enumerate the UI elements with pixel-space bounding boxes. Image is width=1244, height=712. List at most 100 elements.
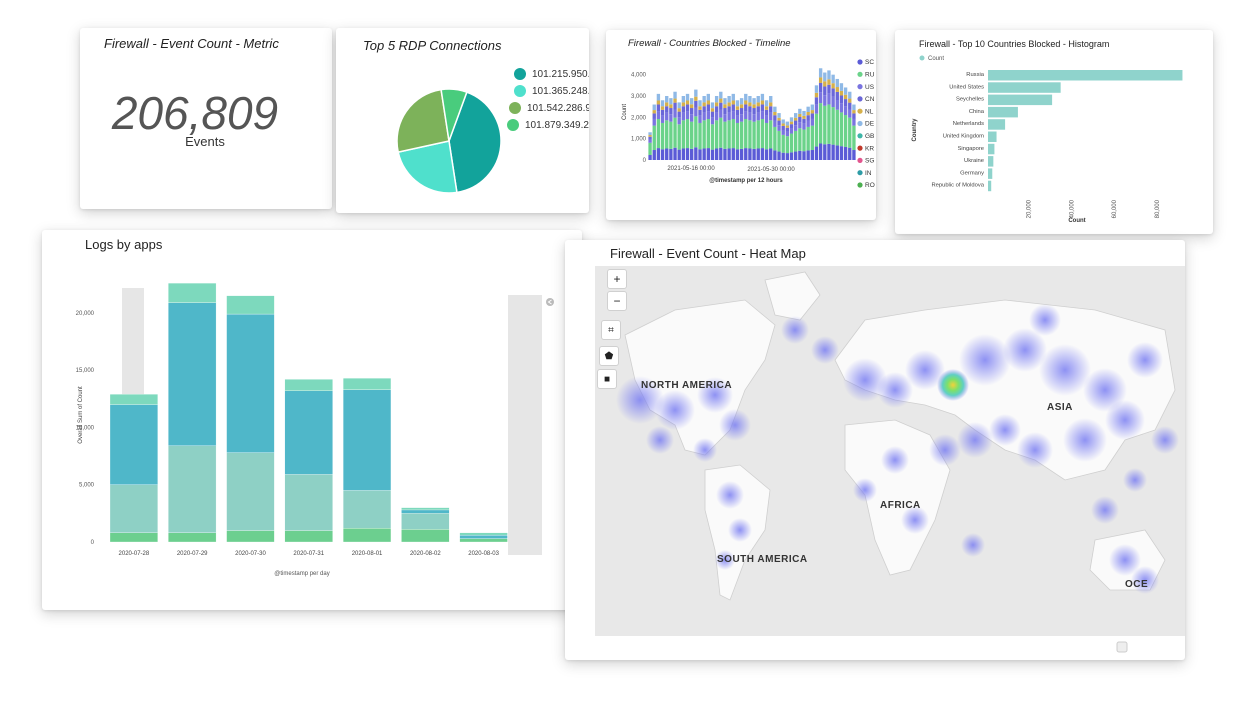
timeline-bar-segment[interactable] bbox=[648, 139, 652, 143]
pie-slice[interactable] bbox=[397, 140, 458, 194]
timeline-bar-segment[interactable] bbox=[798, 108, 802, 114]
timeline-bar-segment[interactable] bbox=[852, 110, 856, 114]
timeline-bar-segment[interactable] bbox=[656, 111, 661, 119]
timeline-bar-segment[interactable] bbox=[785, 127, 790, 132]
timeline-bar-segment[interactable] bbox=[835, 78, 839, 88]
timeline-bar-segment[interactable] bbox=[685, 100, 690, 105]
timeline-bar-segment[interactable] bbox=[660, 100, 665, 107]
timeline-bar-segment[interactable] bbox=[681, 112, 686, 121]
timeline-bar-segment[interactable] bbox=[764, 106, 769, 110]
logs-bar-segment[interactable] bbox=[284, 530, 333, 543]
logs-bar-segment[interactable] bbox=[284, 474, 333, 531]
histogram-bar[interactable] bbox=[988, 70, 1183, 81]
logs-bar-segment[interactable] bbox=[459, 532, 508, 536]
logs-bar-segment[interactable] bbox=[401, 529, 450, 543]
timeline-bar-segment[interactable] bbox=[823, 144, 827, 160]
logs-bar-segment[interactable] bbox=[226, 530, 275, 543]
logs-bar-segment[interactable] bbox=[226, 452, 275, 531]
rdp-legend-item[interactable]: 101.879.349.21 bbox=[507, 119, 589, 131]
timeline-bar-segment[interactable] bbox=[852, 113, 856, 119]
timeline-bar-segment[interactable] bbox=[843, 146, 848, 160]
timeline-bar-segment[interactable] bbox=[648, 135, 652, 137]
timeline-legend-label[interactable]: DE bbox=[865, 121, 875, 128]
timeline-bar-segment[interactable] bbox=[652, 118, 656, 126]
timeline-bar-segment[interactable] bbox=[748, 96, 752, 103]
logs-bar-segment[interactable] bbox=[342, 528, 392, 543]
timeline-bar-segment[interactable] bbox=[681, 96, 686, 103]
timeline-bar-segment[interactable] bbox=[706, 100, 710, 105]
timeline-bar-segment[interactable] bbox=[756, 96, 760, 103]
timeline-bar-segment[interactable] bbox=[794, 151, 798, 160]
timeline-bar-segment[interactable] bbox=[831, 107, 835, 145]
rdp-legend-item[interactable]: 101.365.248.25 bbox=[514, 85, 589, 97]
timeline-bar-segment[interactable] bbox=[760, 93, 765, 101]
timeline-bar-segment[interactable] bbox=[648, 136, 652, 140]
timeline-bar-segment[interactable] bbox=[764, 149, 769, 160]
timeline-bar-segment[interactable] bbox=[710, 102, 715, 109]
histogram-bar[interactable] bbox=[988, 82, 1061, 93]
timeline-bar-segment[interactable] bbox=[656, 148, 661, 160]
timeline-bar-segment[interactable] bbox=[848, 91, 852, 99]
timeline-bar-segment[interactable] bbox=[806, 120, 810, 127]
timeline-bar-segment[interactable] bbox=[744, 93, 748, 101]
timeline-bar-segment[interactable] bbox=[690, 114, 694, 122]
timeline-bar-segment[interactable] bbox=[831, 74, 835, 84]
timeline-bar-segment[interactable] bbox=[731, 148, 735, 160]
timeline-bar-segment[interactable] bbox=[710, 149, 715, 160]
timeline-bar-segment[interactable] bbox=[781, 130, 785, 135]
timeline-bar-segment[interactable] bbox=[810, 104, 814, 111]
timeline-legend-label[interactable]: RU bbox=[865, 72, 875, 79]
timeline-bar-segment[interactable] bbox=[665, 148, 669, 160]
logs-bar-segment[interactable] bbox=[109, 532, 158, 543]
timeline-bar-segment[interactable] bbox=[731, 111, 735, 119]
rdp-legend-item[interactable]: 101.542.286.96 bbox=[509, 102, 589, 114]
timeline-bar-segment[interactable] bbox=[848, 147, 852, 160]
logs-bar-segment[interactable] bbox=[459, 538, 508, 543]
timeline-bar-segment[interactable] bbox=[735, 106, 740, 110]
timeline-bar-segment[interactable] bbox=[723, 121, 727, 149]
timeline-bar-segment[interactable] bbox=[690, 104, 694, 109]
timeline-bar-segment[interactable] bbox=[839, 83, 844, 91]
timeline-bar-segment[interactable] bbox=[660, 109, 665, 116]
timeline-bar-segment[interactable] bbox=[652, 113, 656, 119]
timeline-bar-segment[interactable] bbox=[823, 86, 827, 96]
timeline-bar-segment[interactable] bbox=[739, 104, 744, 109]
timeline-bar-segment[interactable] bbox=[802, 129, 806, 152]
timeline-bar-segment[interactable] bbox=[769, 112, 773, 121]
timeline-bar-segment[interactable] bbox=[756, 148, 760, 160]
logs-bar-segment[interactable] bbox=[168, 302, 217, 446]
timeline-bar-segment[interactable] bbox=[794, 130, 798, 152]
timeline-bar-segment[interactable] bbox=[690, 108, 694, 115]
timeline-bar-segment[interactable] bbox=[752, 98, 756, 105]
logs-bar-segment[interactable] bbox=[401, 507, 450, 511]
timeline-bar-segment[interactable] bbox=[690, 98, 694, 105]
timeline-bar-segment[interactable] bbox=[806, 126, 810, 151]
timeline-bar-segment[interactable] bbox=[777, 120, 781, 126]
timeline-bar-segment[interactable] bbox=[848, 117, 852, 148]
logs-bar-segment[interactable] bbox=[109, 484, 158, 533]
timeline-bar-segment[interactable] bbox=[685, 104, 690, 112]
timeline-bar-segment[interactable] bbox=[802, 123, 806, 130]
timeline-bar-segment[interactable] bbox=[777, 113, 781, 118]
timeline-bar-segment[interactable] bbox=[785, 121, 790, 126]
timeline-bar-segment[interactable] bbox=[789, 117, 794, 122]
timeline-bar-segment[interactable] bbox=[656, 104, 661, 112]
timeline-bar-segment[interactable] bbox=[818, 103, 823, 144]
timeline-bar-segment[interactable] bbox=[760, 148, 765, 160]
logs-bar-segment[interactable] bbox=[342, 490, 392, 529]
timeline-bar-segment[interactable] bbox=[669, 121, 673, 149]
timeline-bar-segment[interactable] bbox=[731, 100, 735, 105]
timeline-bar-segment[interactable] bbox=[798, 150, 802, 160]
timeline-bar-segment[interactable] bbox=[719, 109, 723, 118]
timeline-bar-segment[interactable] bbox=[652, 150, 656, 160]
timeline-bar-segment[interactable] bbox=[648, 132, 652, 136]
timeline-legend-label[interactable]: IN bbox=[865, 170, 872, 177]
timeline-bar-segment[interactable] bbox=[669, 148, 673, 160]
timeline-bar-segment[interactable] bbox=[814, 97, 819, 105]
timeline-bar-segment[interactable] bbox=[752, 108, 756, 115]
timeline-bar-segment[interactable] bbox=[744, 118, 748, 149]
timeline-bar-segment[interactable] bbox=[723, 98, 727, 105]
timeline-legend-label[interactable]: SG bbox=[865, 158, 874, 165]
timeline-bar-segment[interactable] bbox=[744, 104, 748, 112]
timeline-bar-segment[interactable] bbox=[810, 113, 814, 119]
